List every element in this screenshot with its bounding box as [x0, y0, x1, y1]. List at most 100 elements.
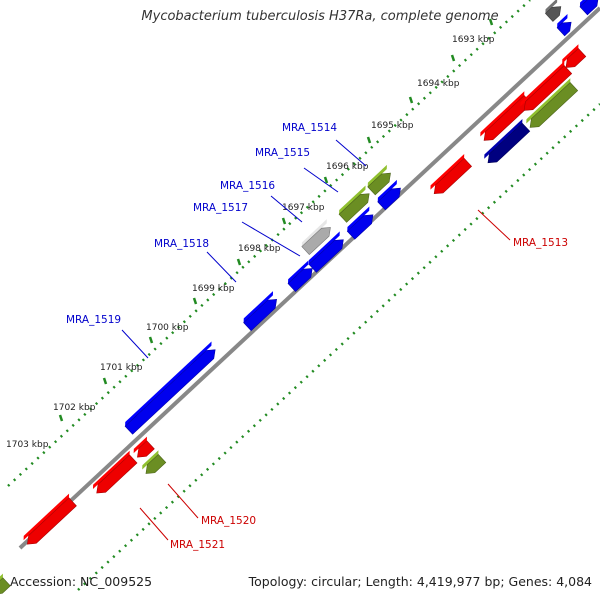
gene-1518 [243, 291, 277, 332]
kbp-tick-mark [281, 217, 287, 225]
gene-1520-b [142, 450, 167, 474]
gene-arrow [579, 0, 599, 16]
gene-arrow-top [288, 260, 309, 284]
gene-label-forward[interactable]: MRA_1515 [255, 147, 310, 159]
gene-1521-a [92, 450, 138, 494]
gene-arrow-top [545, 0, 558, 14]
gene-label-forward[interactable]: MRA_1516 [220, 180, 275, 192]
gene-arrow [544, 6, 562, 22]
kbp-tick-label: 1695 kbp [371, 121, 414, 131]
gene-label-forward[interactable]: MRA_1518 [154, 238, 209, 250]
label-leader-line [335, 139, 367, 167]
gene-arrow-top [339, 185, 366, 215]
gene-label-forward[interactable]: MRA_1519 [66, 314, 121, 326]
gene-arrow-top [377, 179, 397, 202]
gene-label-forward[interactable]: MRA_1517 [193, 202, 248, 214]
gene-1516-b [301, 219, 331, 256]
outer-tick-track [7, 0, 531, 487]
gene-arrow [523, 65, 573, 111]
kbp-ticks: 1693 kbp 1694 kbp 1695 kbp 1696 kbp 1697 kbp… [6, 18, 495, 450]
kbp-tick-mark [323, 176, 329, 184]
gene-arrow [377, 187, 401, 211]
gene-arrow-top [133, 436, 147, 454]
label-leader-line [121, 329, 149, 359]
gene-label-reverse[interactable]: MRA_1521 [170, 539, 225, 551]
gene-arrow [367, 172, 391, 196]
gene-arrow [124, 349, 216, 435]
gene-arrow [308, 239, 344, 273]
gene-label-reverse[interactable]: MRA_1513 [513, 237, 568, 249]
label-leader-line [477, 209, 511, 241]
gene-1515-b [346, 206, 374, 240]
gene-arrow-top [520, 61, 565, 107]
gene-arrow-top [557, 13, 568, 28]
kbp-tick-label: 1693 kbp [452, 35, 495, 45]
gene-edge [0, 573, 11, 595]
gene-1513-f [562, 44, 587, 68]
gene-1520-a [133, 436, 155, 458]
gene-arrow [301, 227, 331, 256]
gene-labels: MRA_1514 MRA_1515 MRA_1516 MRA_1517 MRA_1518… [66, 122, 568, 551]
label-leader-line [303, 167, 339, 193]
kbp-tick-label: 1700 kbp [146, 323, 189, 333]
label-leader-line [241, 221, 301, 257]
gene-arrow-top [92, 450, 130, 490]
gene-arrow [565, 48, 587, 68]
accession-text: Accession: NC_009525 [10, 574, 153, 589]
kbp-tick-mark [236, 258, 242, 266]
kbp-tick-label: 1694 kbp [417, 79, 460, 89]
kbp-tick-label: 1701 kbp [100, 363, 143, 373]
kbp-tick-mark [408, 96, 414, 104]
gene-arrow-top [125, 341, 212, 427]
gene-arrow-top [308, 231, 340, 265]
gene-arrow [26, 497, 77, 545]
gene-upper-1 [544, 0, 562, 22]
gene-arrow-top [526, 78, 571, 124]
gene-arrow [556, 21, 572, 37]
gene-1513-b [484, 119, 531, 164]
gene-arrow [96, 454, 138, 494]
gene-1516-a [308, 231, 344, 273]
gene-1515-a [338, 185, 370, 223]
kbp-tick-mark [488, 18, 494, 26]
gene-arrow-top [243, 291, 274, 323]
kbp-tick-label: 1703 kbp [6, 440, 49, 450]
gene-arrow [243, 299, 277, 332]
kbp-tick-mark [58, 414, 64, 422]
gene-arrow [346, 214, 374, 240]
genome-summary-text: Topology: circular; Length: 4,419,977 bp… [248, 574, 592, 589]
inner-tick-track [77, 103, 600, 591]
gene-arrow [487, 122, 531, 164]
gene-1514-b [377, 179, 401, 211]
gene-arrow-top [579, 0, 595, 7]
kbp-tick-label: 1696 kbp [326, 162, 369, 172]
gene-arrow-top [484, 119, 523, 159]
gene-arrow-top [301, 219, 327, 247]
kbp-tick-label: 1698 kbp [238, 244, 281, 254]
label-leader-line [139, 507, 169, 541]
gene-1514-a [367, 164, 391, 196]
gene-arrow-top [562, 44, 579, 64]
label-leaders [121, 139, 511, 541]
kbp-tick-label: 1702 kbp [53, 403, 96, 413]
gene-arrow [433, 157, 472, 195]
kbp-tick-mark [192, 297, 198, 305]
kbp-tick-mark [366, 136, 372, 144]
kbp-tick-mark [450, 54, 456, 62]
gene-arrow-top [347, 206, 370, 232]
gene-upper-2 [556, 13, 572, 37]
gene-1521-b [23, 493, 77, 545]
gene-1513-e [520, 61, 573, 111]
gene-arrow [338, 193, 370, 223]
kbp-tick-mark [148, 336, 154, 344]
gene-1513-a [430, 154, 472, 195]
kbp-tick-mark [102, 377, 108, 385]
label-leader-line [270, 195, 303, 223]
gene-label-reverse[interactable]: MRA_1520 [201, 515, 256, 527]
gene-arrow-top [367, 164, 387, 187]
gene-label-forward[interactable]: MRA_1514 [282, 122, 337, 134]
gene-arrow [145, 454, 167, 474]
